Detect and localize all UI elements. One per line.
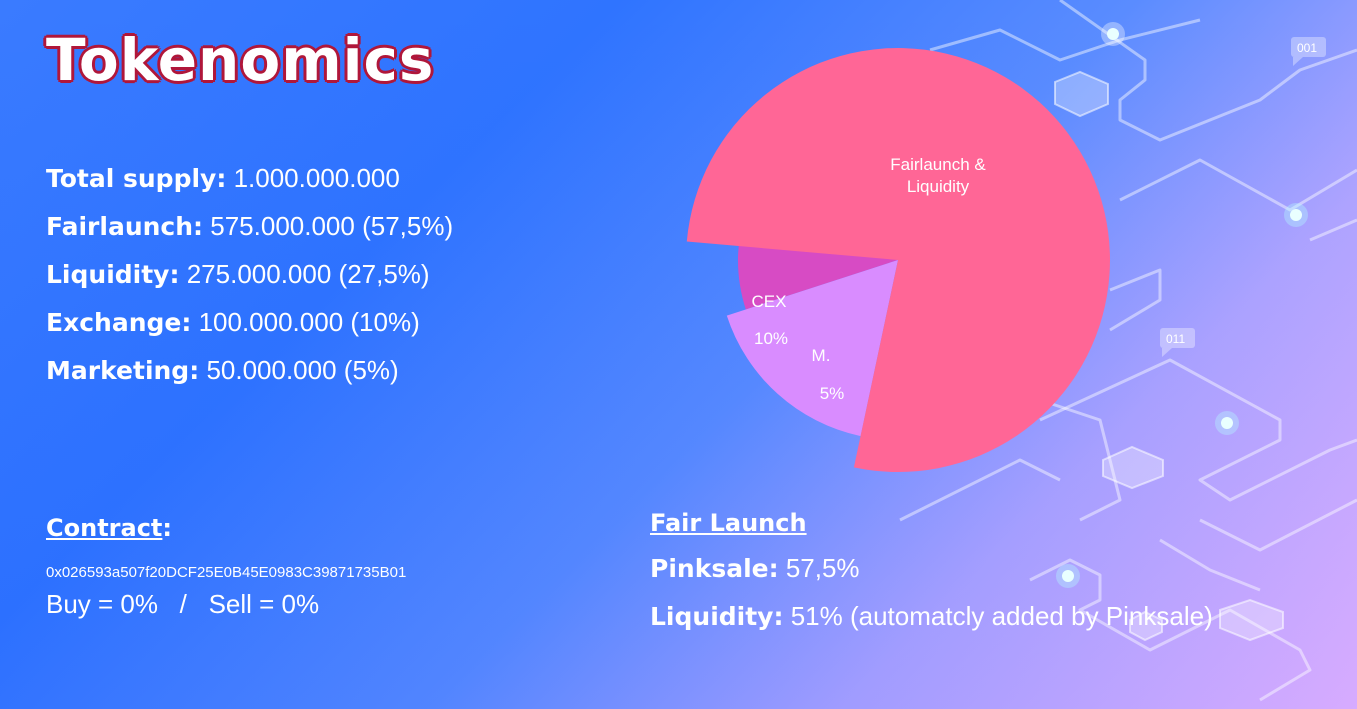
supply-stats: Total supply: 1.000.000.000 Fairlaunch: … — [46, 158, 453, 398]
fair-launch-row-pinksale: Pinksale: 57,5% — [650, 544, 1213, 592]
stat-value: 50.000.000 (5%) — [206, 355, 399, 385]
contract-section: Contract: 0x026593a507f20DCF25E0B45E0983… — [46, 514, 406, 620]
tax-info: Buy = 0% / Sell = 0% — [46, 589, 320, 619]
pie-value-marketing: 5% — [820, 384, 845, 403]
stat-value: 1.000.000.000 — [233, 163, 400, 193]
fair-row-value: 57,5% — [785, 553, 860, 583]
contract-address[interactable]: 0x026593a507f20DCF25E0B45E0983C39871735B… — [46, 564, 407, 581]
stat-label: Exchange: — [46, 308, 192, 337]
stat-label: Total supply: — [46, 164, 227, 193]
fair-launch-section: Fair Launch Pinksale: 57,5% Liquidity: 5… — [650, 504, 1213, 640]
fair-row-label: Pinksale: — [650, 554, 779, 583]
pie-label-marketing: M. — [812, 346, 831, 365]
contract-heading: Contract: — [46, 514, 406, 542]
stat-label: Marketing: — [46, 356, 200, 385]
stat-label: Liquidity: — [46, 260, 180, 289]
page-title: Tokenomics — [46, 26, 435, 94]
pie-label-fairlaunch-liquidity-line2: Liquidity — [907, 177, 970, 196]
pie-label-cex: CEX — [752, 292, 787, 311]
stat-exchange: Exchange: 100.000.000 (10%) — [46, 302, 453, 350]
contract-heading-colon: : — [162, 514, 172, 542]
pie-slice-fairlaunch-liquidity — [686, 48, 1110, 473]
stat-liquidity: Liquidity: 275.000.000 (27,5%) — [46, 254, 453, 302]
stat-fairlaunch: Fairlaunch: 575.000.000 (57,5%) — [46, 206, 453, 254]
contract-heading-text: Contract — [46, 514, 163, 542]
fair-launch-heading: Fair Launch — [650, 509, 807, 537]
fair-row-value: 51% (automatcly added by Pinksale) — [790, 601, 1213, 631]
stat-value: 100.000.000 (10%) — [198, 307, 420, 337]
fair-row-label: Liquidity: — [650, 602, 784, 631]
fair-launch-row-liquidity: Liquidity: 51% (automatcly added by Pink… — [650, 592, 1213, 640]
pie-slice-m — [726, 260, 898, 437]
pie-label-fairlaunch-liquidity-line1: Fairlaunch & — [890, 155, 986, 174]
stat-total-supply: Total supply: 1.000.000.000 — [46, 158, 453, 206]
stat-value: 575.000.000 (57,5%) — [210, 211, 454, 241]
stat-marketing: Marketing: 50.000.000 (5%) — [46, 350, 453, 398]
stat-label: Fairlaunch: — [46, 212, 204, 241]
stat-value: 275.000.000 (27,5%) — [186, 259, 430, 289]
pie-value-cex: 10% — [754, 329, 788, 348]
